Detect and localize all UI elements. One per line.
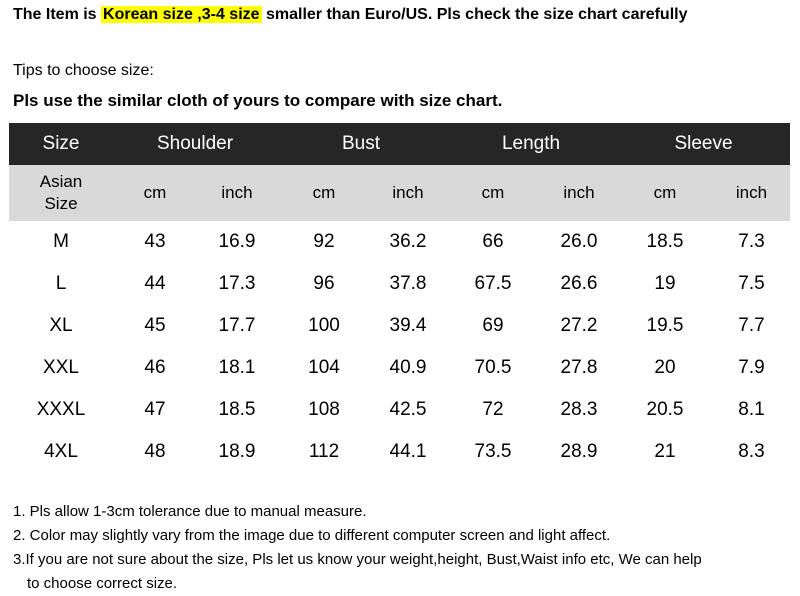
unit-cell: cm xyxy=(113,165,197,221)
measurement-cell: 27.8 xyxy=(560,357,598,378)
measurement-cell: 104 xyxy=(308,357,340,378)
measurement-cell: 47 xyxy=(144,399,166,420)
measurement-cell: 39.4 xyxy=(389,315,427,336)
units-size-label: Size xyxy=(44,194,78,213)
note-3-continued: to choose correct size. xyxy=(27,575,178,592)
measurement-cell: 96 xyxy=(313,273,335,294)
measurement-cell: 21 xyxy=(654,441,676,462)
measurement-cell: 8.1 xyxy=(738,399,765,420)
units-asian-label: Asian xyxy=(39,172,83,191)
banner-prefix: The Item is xyxy=(13,6,102,23)
table-row: XXL 46 18.1 104 40.9 70.5 27.8 20 7.9 xyxy=(9,347,790,389)
unit-cell: inch xyxy=(713,165,791,221)
size-label-cell: XXXL xyxy=(36,399,86,420)
measurement-cell: 7.5 xyxy=(738,273,765,294)
size-label-cell: 4XL xyxy=(44,441,78,462)
banner-highlight: Korean size ,3-4 size xyxy=(101,6,262,23)
measurement-cell: 19.5 xyxy=(646,315,684,336)
measurement-cell: 17.3 xyxy=(218,273,256,294)
measurement-cell: 44 xyxy=(144,273,166,294)
note-2: 2. Color may slightly vary from the imag… xyxy=(13,527,611,544)
tips-instruction: Pls use the similar cloth of yours to co… xyxy=(13,91,503,110)
table-row: XXXL 47 18.5 108 42.5 72 28.3 20.5 8.1 xyxy=(9,389,790,431)
banner-suffix: smaller than Euro/US. Pls check the size… xyxy=(261,6,688,23)
measurement-cell: 19 xyxy=(654,273,676,294)
measurement-cell: 42.5 xyxy=(389,399,427,420)
table-row: 4XL 48 18.9 112 44.1 73.5 28.9 21 8.3 xyxy=(9,431,790,473)
table-header-row: Size Shoulder Bust Length Sleeve xyxy=(9,123,791,165)
measurement-cell: 20.5 xyxy=(646,399,684,420)
measurement-cell: 7.3 xyxy=(738,231,765,252)
measurement-cell: 20 xyxy=(654,357,676,378)
note-1: 1. Pls allow 1-3cm tolerance due to manu… xyxy=(13,503,367,520)
measurement-cell: 37.8 xyxy=(389,273,427,294)
size-label-cell: XL xyxy=(49,315,73,336)
header-shoulder: Shoulder xyxy=(113,123,277,165)
header-sleeve: Sleeve xyxy=(617,123,791,165)
measurement-cell: 17.7 xyxy=(218,315,256,336)
unit-cell: cm xyxy=(617,165,713,221)
measurement-cell: 73.5 xyxy=(474,441,512,462)
units-row: Asian Size cm inch cm inch cm inch cm inc… xyxy=(9,165,791,221)
header-size: Size xyxy=(9,123,113,165)
measurement-cell: 100 xyxy=(308,315,340,336)
measurement-cell: 7.7 xyxy=(738,315,765,336)
header-length: Length xyxy=(445,123,617,165)
measurement-cell: 7.9 xyxy=(738,357,765,378)
measurement-cell: 69 xyxy=(482,315,504,336)
table-row: XL 45 17.7 100 39.4 69 27.2 19.5 7.7 xyxy=(9,305,790,347)
tips-title: Tips to choose size: xyxy=(13,62,154,79)
measurement-cell: 28.9 xyxy=(560,441,598,462)
measurement-cell: 28.3 xyxy=(560,399,598,420)
measurement-cell: 27.2 xyxy=(560,315,598,336)
measurement-cell: 67.5 xyxy=(474,273,512,294)
size-chart-table: Size Shoulder Bust Length Sleeve Asian Si… xyxy=(9,123,791,473)
measurement-cell: 16.9 xyxy=(218,231,256,252)
measurement-cell: 44.1 xyxy=(389,441,427,462)
measurement-cell: 8.3 xyxy=(738,441,765,462)
size-label-cell: XXL xyxy=(43,357,79,378)
unit-cell: inch xyxy=(371,165,445,221)
size-label-cell: M xyxy=(53,231,69,252)
measurement-cell: 70.5 xyxy=(474,357,512,378)
header-bust: Bust xyxy=(277,123,445,165)
unit-cell: inch xyxy=(541,165,617,221)
table-row: M 43 16.9 92 36.2 66 26.0 18.5 7.3 xyxy=(9,221,790,263)
measurement-cell: 36.2 xyxy=(389,231,427,252)
measurement-cell: 18.1 xyxy=(218,357,256,378)
measurement-cell: 18.5 xyxy=(646,231,684,252)
note-3: 3.If you are not sure about the size, Pl… xyxy=(13,551,702,568)
measurement-cell: 26.0 xyxy=(560,231,598,252)
measurement-cell: 72 xyxy=(482,399,504,420)
unit-cell: cm xyxy=(445,165,541,221)
unit-cell: inch xyxy=(197,165,277,221)
notes-section: 1. Pls allow 1-3cm tolerance due to manu… xyxy=(13,500,702,596)
units-asian-size: Asian Size xyxy=(9,165,113,221)
table-row: L 44 17.3 96 37.8 67.5 26.6 19 7.5 xyxy=(9,263,790,305)
measurement-cell: 92 xyxy=(313,231,335,252)
size-label-cell: L xyxy=(55,273,67,294)
unit-cell: cm xyxy=(277,165,371,221)
measurement-cell: 18.5 xyxy=(218,399,256,420)
measurement-cell: 66 xyxy=(482,231,504,252)
measurement-cell: 43 xyxy=(144,231,166,252)
measurement-cell: 45 xyxy=(144,315,166,336)
measurement-cell: 46 xyxy=(144,357,166,378)
measurement-cell: 40.9 xyxy=(389,357,427,378)
size-warning-banner: The Item is Korean size ,3-4 size smalle… xyxy=(13,3,688,27)
measurement-cell: 112 xyxy=(308,441,340,462)
measurement-cell: 48 xyxy=(144,441,166,462)
measurement-cell: 26.6 xyxy=(560,273,598,294)
measurement-cell: 108 xyxy=(308,399,340,420)
measurement-cell: 18.9 xyxy=(218,441,256,462)
